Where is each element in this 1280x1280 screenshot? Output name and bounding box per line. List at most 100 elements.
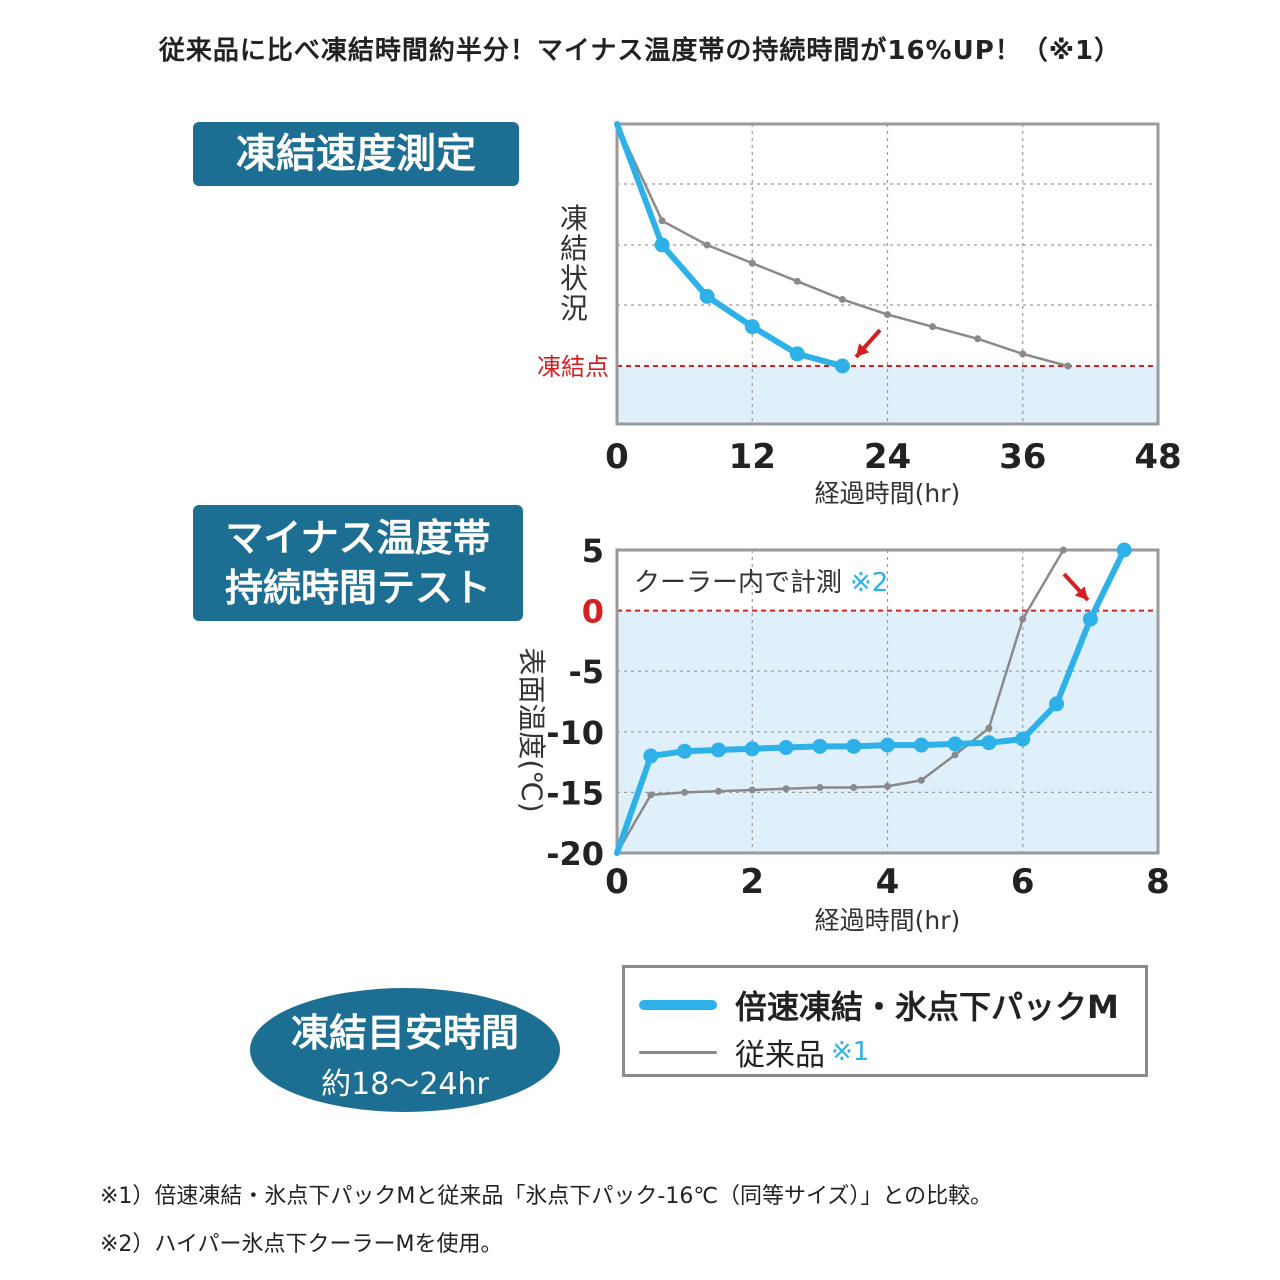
conventional-series-point <box>748 786 756 794</box>
legend-note-conventional: ※1 <box>831 1037 870 1067</box>
fast-series-point <box>744 319 760 335</box>
minus-duration-badge: マイナス温度帯 持続時間テスト <box>193 505 523 621</box>
y-axis-title-char: 状 <box>560 262 588 295</box>
y-axis-title: 表面温度(℃) <box>515 647 548 812</box>
fast-series-point <box>1116 542 1132 558</box>
y-tick-label: 0 <box>582 593 604 631</box>
legend-item-conventional: 従来品 ※1 <box>639 1030 869 1074</box>
y-axis-title-char: 況 <box>560 292 588 325</box>
y-tick-label: -15 <box>546 774 604 812</box>
fast-series-point <box>677 743 693 759</box>
thaw-arrow-head <box>1074 586 1088 600</box>
conventional-series-point <box>951 751 959 759</box>
x-tick-label: 4 <box>876 862 900 902</box>
legend-swatch-fast <box>639 1000 717 1010</box>
fast-series-point <box>880 737 895 753</box>
conventional-series-point <box>884 782 891 790</box>
freezing-point-label: 凍結点 <box>537 353 609 381</box>
conventional-series-point <box>1019 615 1027 623</box>
y-tick-label: -20 <box>546 835 604 873</box>
conventional-series-point <box>681 788 689 796</box>
y-tick-label: -5 <box>568 653 604 691</box>
freeze-target-title: 凍結目安時間 <box>290 1011 519 1055</box>
fast-series-point <box>947 736 963 752</box>
legend-label-fast: 倍速凍結・氷点下パックM <box>735 988 1119 1026</box>
fast-series-point <box>812 738 828 754</box>
x-tick-label: 36 <box>999 437 1046 477</box>
fast-series-point <box>744 741 760 757</box>
fast-series-point <box>1082 611 1098 627</box>
fast-series-point <box>654 237 670 253</box>
freeze-arrow-head <box>856 343 870 357</box>
conventional-series-point <box>985 724 993 732</box>
conventional-series-point <box>884 311 891 319</box>
x-axis-title: 経過時間(hr) <box>815 906 961 935</box>
x-tick-label: 8 <box>1146 862 1170 902</box>
legend: 倍速凍結・氷点下パックM 従来品 ※1 <box>622 965 1148 1077</box>
x-tick-label: 12 <box>729 437 776 477</box>
fast-series-point <box>778 740 794 756</box>
freeze-target-value: 約18〜24hr <box>321 1067 489 1102</box>
measurement-note-text: クーラー内で計測 <box>634 568 842 598</box>
freeze-arrow-shaft <box>854 328 882 359</box>
legend-label-conventional: 従来品 <box>735 1038 825 1073</box>
measurement-note-ref: ※2 <box>850 568 888 598</box>
legend-item-fast: 倍速凍結・氷点下パックM <box>639 982 1119 1028</box>
fast-series-point <box>1049 696 1065 712</box>
conventional-series-point <box>658 217 666 225</box>
x-tick-label: 2 <box>740 862 764 902</box>
freeze-speed-badge: 凍結速度測定 <box>193 122 519 186</box>
fast-series-point <box>913 737 929 753</box>
x-tick-label: 48 <box>1134 437 1181 477</box>
fast-series-point <box>643 748 659 764</box>
x-tick-label: 6 <box>1011 862 1035 902</box>
conventional-series-point <box>838 295 846 303</box>
conventional-series-point <box>1019 350 1027 358</box>
conventional-series-point <box>647 791 655 799</box>
x-tick-label: 0 <box>605 862 629 902</box>
fast-series-point <box>981 735 997 751</box>
thaw-arrow-shaft <box>1062 572 1090 602</box>
fast-series-line <box>614 547 1128 856</box>
headline: 従来品に比べ凍結時間約半分！マイナス温度帯の持続時間が16%UP！（※1） <box>158 36 1122 66</box>
y-axis-title-char: 結 <box>560 232 588 265</box>
y-tick-label: 5 <box>582 532 604 570</box>
footnote-2: ※2）ハイパー氷点下クーラーMを使用。 <box>100 1232 503 1257</box>
minus-duration-line1: マイナス温度帯 <box>225 516 491 560</box>
minus-duration-line2: 持続時間テスト <box>224 566 491 610</box>
fast-series-line <box>614 121 846 369</box>
sub-zero-zone <box>617 610 1158 853</box>
footnote-1: ※1）倍速凍結・氷点下パックMと従来品「氷点下パック-16℃（同等サイズ）」との… <box>100 1184 993 1209</box>
fast-series-point <box>710 742 726 758</box>
conventional-series-point <box>929 323 937 331</box>
conventional-series-point <box>1064 362 1072 370</box>
fast-series-point <box>699 288 715 304</box>
conventional-series-line <box>615 122 1070 368</box>
fast-series-point <box>1015 731 1031 747</box>
conventional-series-line <box>615 548 1065 855</box>
conventional-series-point <box>974 335 982 343</box>
x-tick-label: 0 <box>605 437 629 477</box>
fast-series-point <box>834 358 850 374</box>
x-axis-title: 経過時間(hr) <box>815 479 961 508</box>
y-axis-title-char: 凍 <box>560 202 588 235</box>
fast-series-point <box>846 738 862 754</box>
conventional-series-point <box>793 277 801 285</box>
conventional-series-point <box>714 787 722 795</box>
legend-swatch-conventional <box>639 1050 717 1054</box>
conventional-series-point <box>1059 546 1067 554</box>
conventional-series-point <box>850 784 858 792</box>
y-tick-label: -10 <box>546 714 604 752</box>
fast-series-point <box>789 346 805 362</box>
conventional-series-point <box>703 241 711 249</box>
conventional-series-point <box>917 776 925 784</box>
freeze-zone <box>617 366 1158 424</box>
x-tick-label: 24 <box>864 437 911 477</box>
conventional-series-point <box>748 259 756 267</box>
plot-frame <box>615 122 1160 426</box>
measurement-note: クーラー内で計測 ※2 <box>634 568 888 598</box>
conventional-series-point <box>782 785 790 793</box>
freeze-target-badge: 凍結目安時間 約18〜24hr <box>250 988 560 1112</box>
plot-frame <box>615 548 1160 855</box>
